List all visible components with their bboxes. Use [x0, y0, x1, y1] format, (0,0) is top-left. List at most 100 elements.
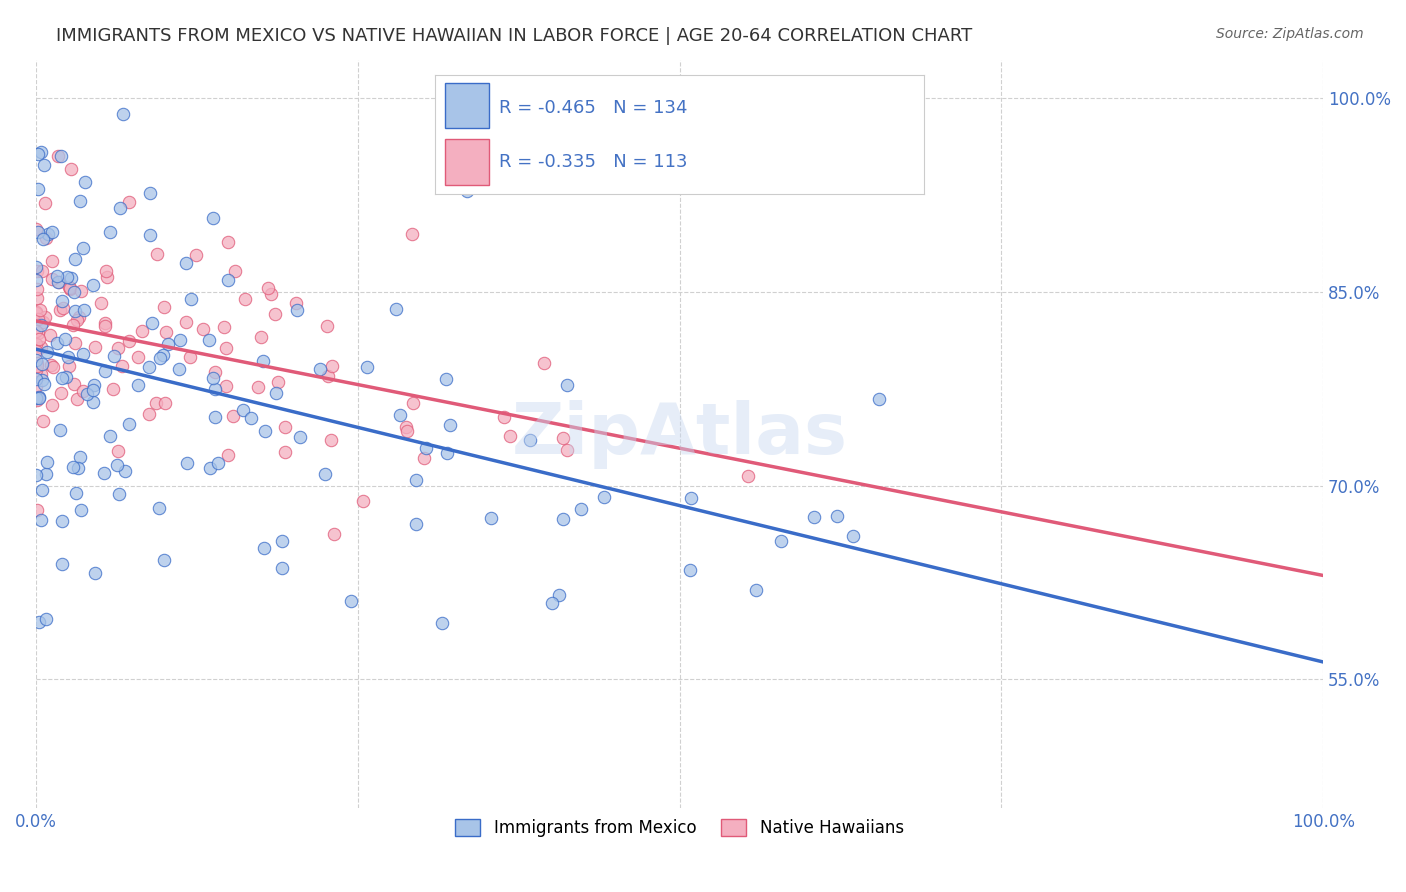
Immigrants from Mexico [204, 382, 226, 396]
Native Hawaiians [155, 395, 177, 409]
Immigrants from Mexico [25, 391, 48, 405]
Immigrants from Mexico [271, 560, 294, 574]
Immigrants from Mexico [49, 423, 72, 437]
Native Hawaiians [66, 313, 89, 327]
Native Hawaiians [25, 503, 48, 517]
Immigrants from Mexico [139, 186, 162, 200]
Immigrants from Mexico [25, 260, 48, 274]
Immigrants from Mexico [59, 270, 82, 285]
Immigrants from Mexico [169, 333, 191, 347]
Immigrants from Mexico [264, 385, 287, 400]
Native Hawaiians [103, 382, 125, 396]
Native Hawaiians [31, 263, 53, 277]
Immigrants from Mexico [67, 461, 90, 475]
Immigrants from Mexico [842, 528, 865, 542]
Immigrants from Mexico [340, 594, 363, 608]
Native Hawaiians [215, 378, 238, 392]
Immigrants from Mexico [174, 256, 197, 270]
Native Hawaiians [25, 379, 48, 393]
Native Hawaiians [110, 359, 132, 373]
Immigrants from Mexico [149, 351, 172, 366]
Native Hawaiians [107, 443, 129, 458]
Immigrants from Mexico [30, 318, 52, 332]
Native Hawaiians [96, 270, 118, 285]
Immigrants from Mexico [434, 371, 457, 385]
Immigrants from Mexico [93, 364, 115, 378]
Native Hawaiians [191, 322, 214, 336]
Immigrants from Mexico [49, 149, 72, 163]
Native Hawaiians [264, 307, 287, 321]
Immigrants from Mexico [176, 456, 198, 470]
Immigrants from Mexico [271, 533, 294, 548]
Immigrants from Mexico [803, 510, 825, 524]
Immigrants from Mexico [30, 513, 52, 527]
Immigrants from Mexico [253, 424, 276, 438]
Native Hawaiians [62, 318, 84, 332]
Immigrants from Mexico [252, 353, 274, 368]
Native Hawaiians [27, 390, 49, 404]
Native Hawaiians [30, 340, 52, 354]
Immigrants from Mexico [82, 383, 104, 397]
Immigrants from Mexico [239, 411, 262, 425]
Immigrants from Mexico [51, 293, 73, 308]
Native Hawaiians [30, 303, 52, 318]
Immigrants from Mexico [82, 278, 104, 293]
Immigrants from Mexico [45, 336, 67, 351]
Native Hawaiians [52, 301, 75, 315]
Native Hawaiians [94, 319, 117, 334]
Immigrants from Mexico [108, 487, 131, 501]
Immigrants from Mexico [405, 473, 427, 487]
Immigrants from Mexico [72, 347, 94, 361]
Native Hawaiians [222, 409, 245, 423]
Native Hawaiians [204, 365, 226, 379]
Immigrants from Mexico [30, 145, 52, 159]
Native Hawaiians [25, 391, 48, 405]
Native Hawaiians [25, 363, 48, 377]
Native Hawaiians [492, 410, 515, 425]
Immigrants from Mexico [32, 158, 55, 172]
Native Hawaiians [31, 315, 53, 329]
Native Hawaiians [155, 325, 177, 339]
Immigrants from Mexico [541, 596, 564, 610]
Native Hawaiians [63, 336, 86, 351]
Native Hawaiians [31, 414, 53, 428]
Native Hawaiians [402, 396, 425, 410]
Immigrants from Mexico [100, 225, 122, 239]
Immigrants from Mexico [73, 303, 96, 318]
Native Hawaiians [39, 328, 62, 343]
Native Hawaiians [131, 324, 153, 338]
Immigrants from Mexico [56, 351, 79, 365]
Immigrants from Mexico [63, 285, 86, 300]
Immigrants from Mexico [32, 376, 55, 391]
Native Hawaiians [557, 443, 579, 458]
Immigrants from Mexico [28, 615, 51, 629]
Immigrants from Mexico [745, 582, 768, 597]
Native Hawaiians [217, 235, 239, 249]
Immigrants from Mexico [55, 270, 77, 285]
Immigrants from Mexico [592, 490, 614, 504]
Immigrants from Mexico [31, 483, 53, 497]
Native Hawaiians [107, 341, 129, 355]
Immigrants from Mexico [356, 360, 378, 375]
Native Hawaiians [25, 392, 48, 407]
Native Hawaiians [49, 385, 72, 400]
Immigrants from Mexico [198, 333, 221, 347]
Native Hawaiians [246, 380, 269, 394]
Immigrants from Mexico [35, 467, 58, 482]
Immigrants from Mexico [35, 612, 58, 626]
Native Hawaiians [67, 310, 90, 325]
Native Hawaiians [25, 356, 48, 370]
Native Hawaiians [25, 305, 48, 319]
Immigrants from Mexico [153, 553, 176, 567]
Legend: Immigrants from Mexico, Native Hawaiians: Immigrants from Mexico, Native Hawaiians [447, 810, 912, 845]
Native Hawaiians [25, 324, 48, 338]
Immigrants from Mexico [198, 461, 221, 475]
Immigrants from Mexico [98, 429, 121, 443]
Native Hawaiians [59, 281, 82, 295]
Immigrants from Mexico [127, 378, 149, 392]
Native Hawaiians [212, 320, 235, 334]
Immigrants from Mexico [25, 372, 48, 386]
Immigrants from Mexico [519, 433, 541, 447]
Native Hawaiians [353, 494, 375, 508]
Immigrants from Mexico [118, 417, 141, 431]
